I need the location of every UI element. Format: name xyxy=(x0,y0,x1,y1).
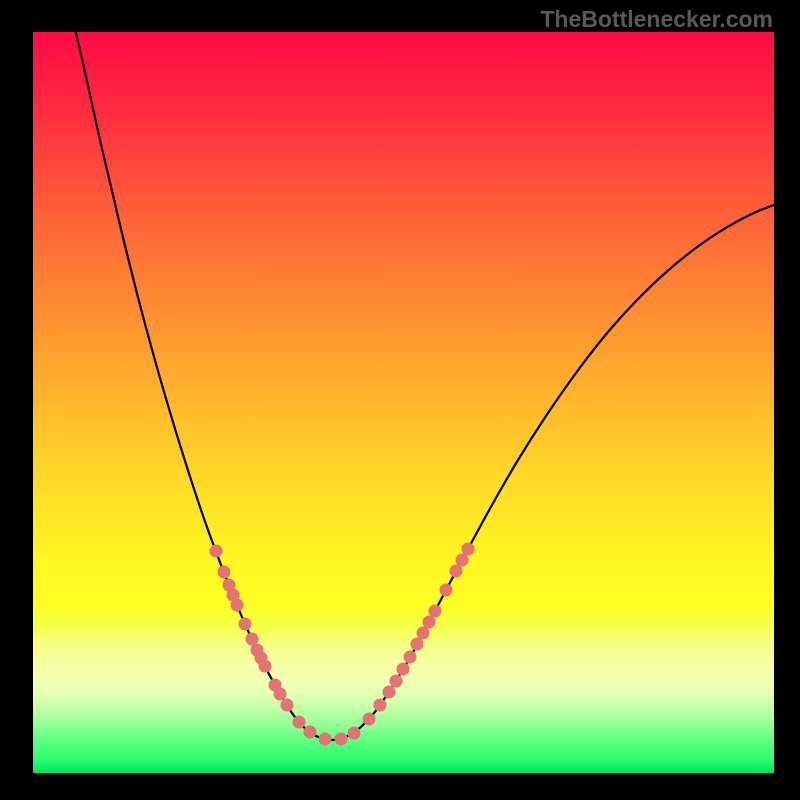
plot-area xyxy=(33,32,774,773)
data-marker xyxy=(450,565,462,577)
data-marker xyxy=(411,638,423,650)
data-marker xyxy=(231,599,243,611)
data-marker xyxy=(363,713,375,725)
data-marker xyxy=(259,660,271,672)
data-marker xyxy=(281,699,293,711)
watermark-text: TheBottlenecker.com xyxy=(540,6,773,33)
data-marker xyxy=(462,543,474,555)
data-marker xyxy=(374,699,386,711)
data-marker xyxy=(304,726,316,738)
data-marker xyxy=(239,618,251,630)
data-marker xyxy=(319,733,331,745)
data-marker xyxy=(210,545,222,557)
data-marker xyxy=(335,733,347,745)
data-marker xyxy=(246,633,258,645)
chart-svg xyxy=(33,32,774,773)
data-marker xyxy=(348,727,360,739)
data-marker xyxy=(390,675,402,687)
data-marker xyxy=(293,716,305,728)
data-marker xyxy=(423,616,435,628)
gradient-background xyxy=(33,32,774,773)
data-marker xyxy=(218,566,230,578)
data-marker xyxy=(383,686,395,698)
data-marker xyxy=(397,663,409,675)
data-marker xyxy=(404,651,416,663)
data-marker xyxy=(417,627,429,639)
data-marker xyxy=(440,584,452,596)
chart-container: TheBottlenecker.com xyxy=(0,0,800,800)
data-marker xyxy=(274,688,286,700)
data-marker xyxy=(429,605,441,617)
data-marker xyxy=(456,554,468,566)
